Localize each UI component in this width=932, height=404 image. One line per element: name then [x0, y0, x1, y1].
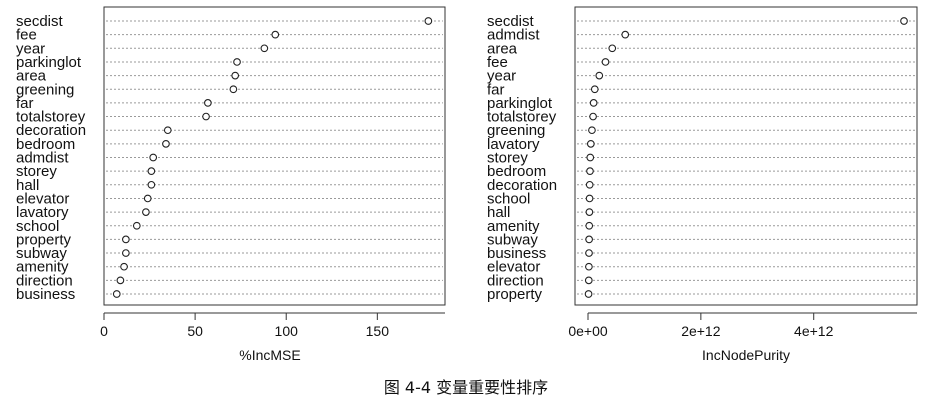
variable-label: elevator: [487, 259, 540, 276]
variable-label: business: [487, 245, 546, 262]
x-tick-label: 100: [275, 323, 299, 339]
importance-point: [584, 276, 593, 285]
importance-point: [585, 249, 593, 257]
importance-point: [260, 44, 269, 53]
importance-point: [585, 208, 594, 216]
x-tick-label: 2e+12: [681, 323, 721, 339]
importance-point: [589, 112, 597, 121]
x-tick-label: 0e+00: [568, 323, 608, 339]
importance-point: [621, 30, 630, 39]
variable-label: amenity: [16, 259, 69, 276]
importance-point: [586, 153, 595, 162]
x-tick-label: 150: [366, 323, 390, 339]
importance-point: [202, 112, 210, 121]
importance-point: [120, 262, 128, 271]
variable-label: decoration: [487, 177, 557, 194]
x-axis-title: IncNodePurity: [702, 347, 790, 363]
plot-frame: [103, 6, 446, 306]
importance-point: [142, 208, 150, 216]
importance-point: [147, 180, 156, 189]
variable-label: property: [16, 231, 72, 248]
variable-label: fee: [487, 54, 508, 71]
importance-point: [112, 290, 121, 298]
importance-point: [585, 262, 593, 271]
variable-label: area: [487, 40, 518, 57]
variable-label: amenity: [487, 218, 540, 235]
importance-point: [585, 235, 593, 244]
importance-point: [585, 180, 594, 189]
variable-label: decoration: [16, 122, 86, 139]
figure-caption: 图 4-4 变量重要性排序: [384, 378, 548, 397]
variable-label: totalstorey: [16, 109, 86, 126]
variable-label: year: [16, 40, 45, 57]
variable-label: subway: [16, 245, 67, 262]
importance-point: [588, 126, 596, 135]
variable-label: storey: [16, 163, 57, 180]
importance-point: [584, 290, 593, 298]
plot-frame: [574, 6, 918, 306]
importance-point: [231, 71, 240, 80]
importance-point: [149, 153, 158, 162]
variable-label: hall: [16, 177, 39, 194]
importance-point: [143, 194, 152, 203]
variable-label: far: [487, 81, 505, 98]
importance-point: [585, 194, 594, 203]
variable-label: secdist: [487, 13, 535, 30]
importance-point: [608, 44, 617, 53]
variable-label: admdist: [487, 27, 540, 44]
x-tick-label: 4e+12: [794, 323, 834, 339]
importance-point: [595, 71, 604, 80]
variable-label: business: [16, 286, 75, 303]
variable-label: secdist: [16, 13, 64, 30]
variable-label: hall: [487, 204, 510, 221]
variable-label: admdist: [16, 150, 69, 167]
variable-label: bedroom: [487, 163, 546, 180]
incmse-panel: secdistfeeyearparkinglotareagreeningfart…: [16, 6, 446, 363]
importance-point: [424, 17, 433, 25]
variable-label: lavatory: [16, 204, 69, 221]
variable-label: totalstorey: [487, 109, 557, 126]
variable-label: elevator: [16, 190, 69, 207]
variable-label: year: [487, 68, 516, 85]
variable-label: fee: [16, 27, 37, 44]
importance-point: [589, 99, 598, 107]
importance-point: [229, 85, 238, 94]
variable-label: lavatory: [487, 136, 540, 153]
variable-label: storey: [487, 150, 528, 167]
importance-point: [601, 58, 610, 66]
variable-label: bedroom: [16, 136, 75, 153]
importance-point: [116, 276, 125, 285]
variable-label: property: [487, 286, 543, 303]
x-tick-label: 0: [100, 323, 108, 339]
variable-label: school: [487, 190, 530, 207]
importance-point: [271, 30, 280, 39]
variable-label: area: [16, 68, 47, 85]
importance-point: [233, 58, 241, 66]
x-tick-label: 50: [187, 323, 203, 339]
variable-label: greening: [16, 81, 74, 98]
importance-point: [122, 235, 130, 244]
importance-point: [162, 140, 170, 148]
importance-point: [132, 221, 141, 230]
variable-label: parkinglot: [16, 54, 82, 71]
importance-point: [122, 249, 130, 257]
importance-point: [586, 140, 595, 148]
variable-label: far: [16, 95, 34, 112]
importance-point: [585, 221, 594, 230]
variable-label: greening: [487, 122, 545, 139]
importance-point: [204, 99, 212, 107]
importance-point: [147, 167, 156, 175]
x-axis-title: %IncMSE: [239, 347, 300, 363]
importance-point: [900, 17, 908, 25]
variable-label: direction: [487, 272, 544, 289]
variable-label: school: [16, 218, 59, 235]
variable-label: direction: [16, 272, 73, 289]
importance-point: [163, 126, 172, 135]
importance-point: [586, 167, 594, 175]
incnodepurity-panel: secdistadmdistareafeeyearfarparkinglotto…: [487, 6, 918, 363]
variable-label: subway: [487, 231, 538, 248]
importance-point: [590, 85, 599, 94]
variable-label: parkinglot: [487, 95, 553, 112]
